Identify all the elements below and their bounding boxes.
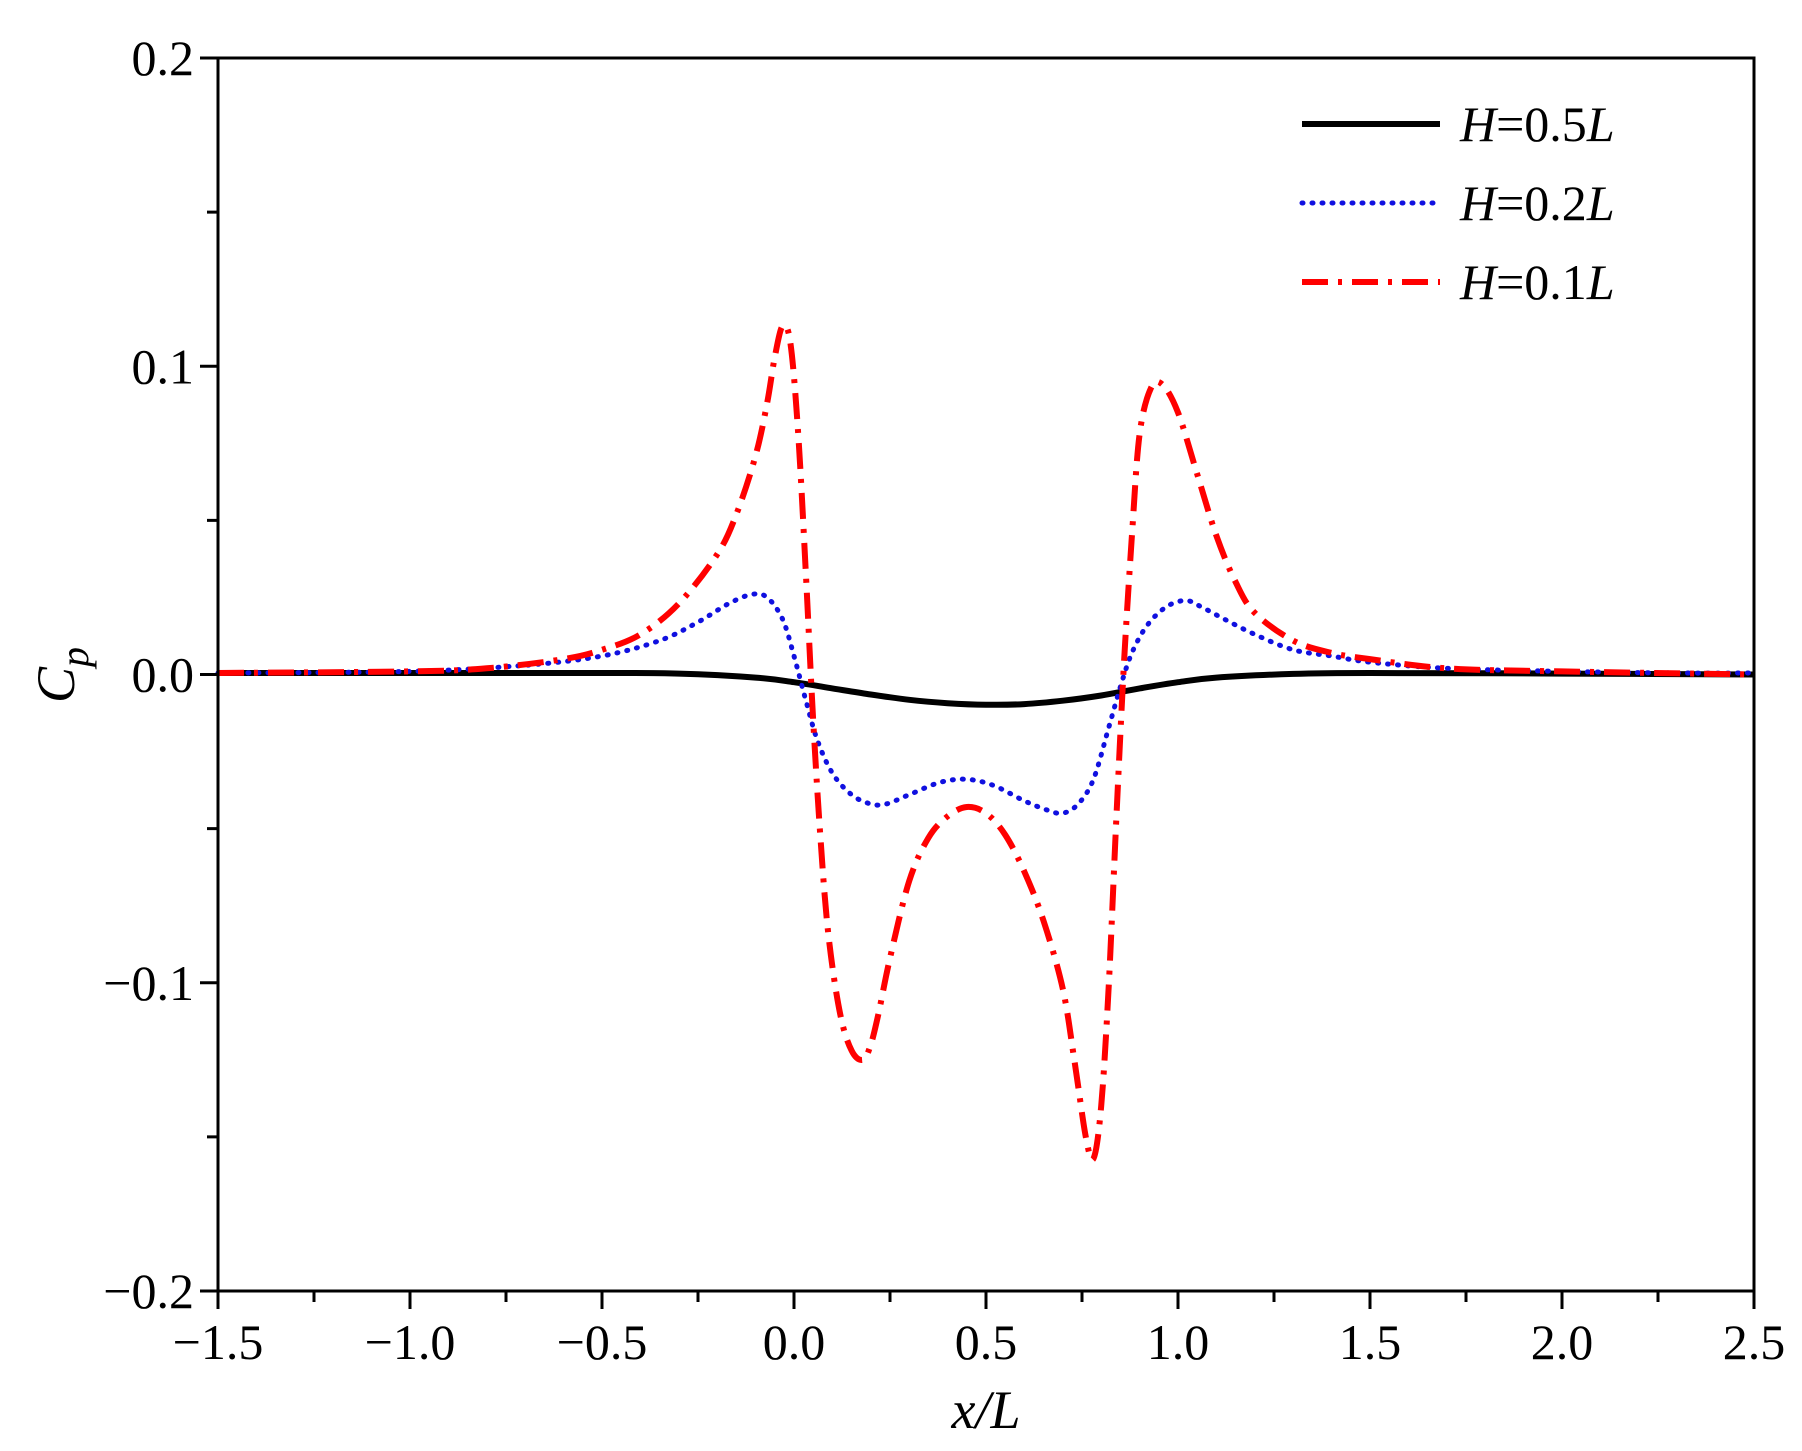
y-tick-label: 0.0 — [132, 647, 195, 703]
x-tick-label: 1.0 — [1147, 1314, 1210, 1370]
legend-label: H=0.5L — [1459, 96, 1615, 152]
series-line-solid — [218, 669, 1755, 708]
x-tick-label: −0.5 — [557, 1314, 648, 1370]
legend-label: H=0.2L — [1459, 175, 1615, 231]
x-tick-label: 2.5 — [1723, 1314, 1786, 1370]
x-tick-label: 2.0 — [1531, 1314, 1594, 1370]
y-axis-title: Cp — [26, 647, 97, 703]
y-axis-title-main: C — [26, 666, 86, 703]
x-tick-label: 0.0 — [763, 1314, 826, 1370]
y-tick-label: 0.2 — [132, 30, 195, 86]
x-axis-title: x/L — [950, 1380, 1020, 1440]
legend-label-unit: L — [1586, 175, 1615, 231]
y-tick-label: −0.2 — [103, 1263, 194, 1319]
legend-label-var: H — [1459, 175, 1499, 231]
legend-label-unit: L — [1586, 96, 1615, 152]
legend-label: H=0.1L — [1459, 254, 1615, 310]
y-tick-label: 0.1 — [132, 338, 195, 394]
legend-label-unit: L — [1586, 254, 1615, 310]
legend-label-value: =0.1 — [1496, 254, 1587, 310]
series-line-dotted — [215, 591, 1757, 816]
x-tick-label: 1.5 — [1339, 1314, 1402, 1370]
svg-text:Cp: Cp — [26, 647, 97, 703]
legend-label-var: H — [1459, 254, 1499, 310]
series-layer — [215, 322, 1757, 1163]
x-tick-label: −1.0 — [365, 1314, 456, 1370]
x-axis-ticks: −1.5 −1.0 −0.5 0.0 0.5 1.0 1.5 2.0 2.5 — [173, 1291, 1786, 1370]
y-axis-ticks: −0.2 −0.1 0.0 0.1 0.2 — [103, 30, 218, 1319]
x-tick-label: 0.5 — [955, 1314, 1018, 1370]
series-line-dashdot — [217, 322, 1755, 1163]
legend: H=0.5LH=0.2LH=0.1L — [1299, 96, 1615, 310]
y-tick-label: −0.1 — [103, 955, 194, 1011]
y-axis-title-subscript: p — [52, 647, 97, 670]
x-tick-label: −1.5 — [173, 1314, 264, 1370]
legend-label-var: H — [1459, 96, 1499, 152]
legend-label-value: =0.2 — [1496, 175, 1587, 231]
legend-label-value: =0.5 — [1496, 96, 1587, 152]
